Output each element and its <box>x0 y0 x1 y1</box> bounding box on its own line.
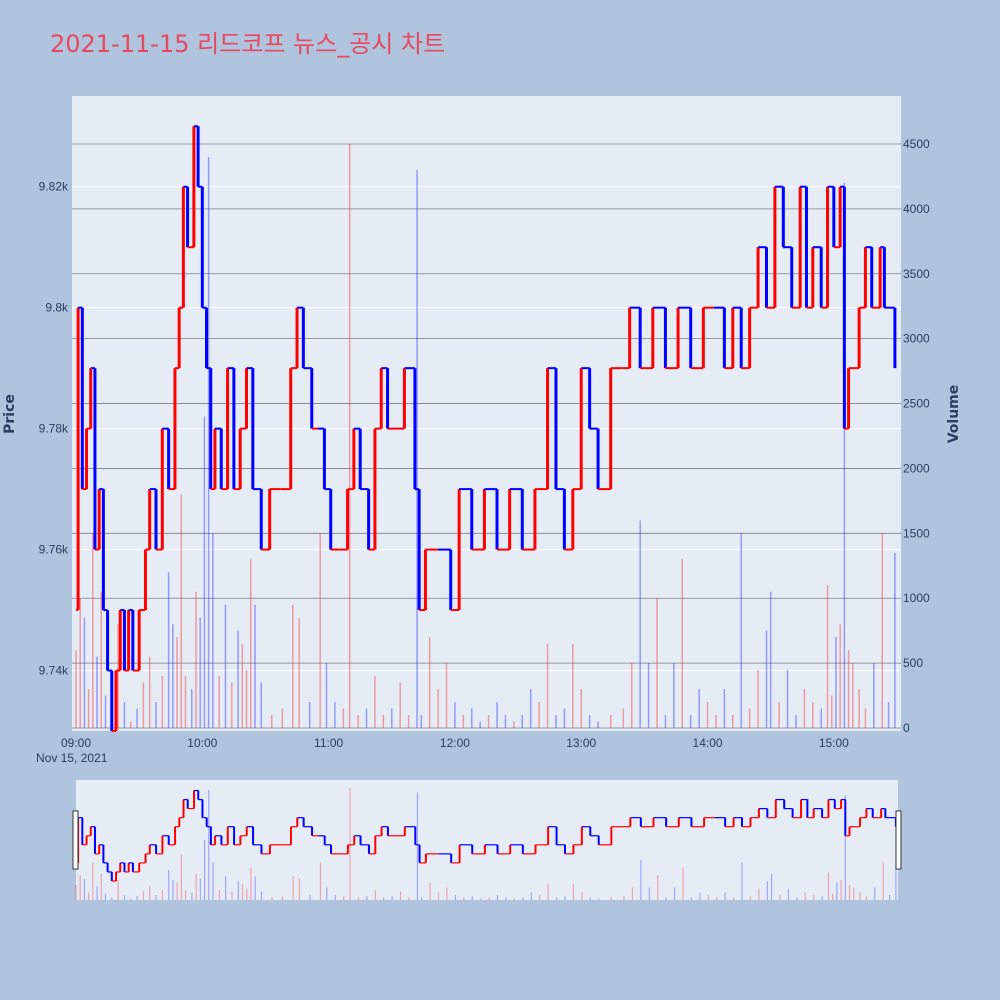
price-tick-label: 9.74k <box>39 664 69 678</box>
x-date-label: Nov 15, 2021 <box>36 751 108 765</box>
price-tick-label: 9.76k <box>39 543 69 557</box>
range-slider-preview <box>75 787 897 900</box>
time-tick-label: 15:00 <box>819 736 849 750</box>
time-tick-label: 14:00 <box>693 736 723 750</box>
volume-tick-label: 4000 <box>903 202 930 216</box>
price-line <box>76 125 897 732</box>
y2-axis-title: Volume <box>946 385 962 444</box>
range-slider-right-handle[interactable] <box>895 810 902 870</box>
volume-tick-label: 0 <box>903 721 910 735</box>
volume-tick-label: 3000 <box>903 332 930 346</box>
volume-tick-label: 2500 <box>903 397 930 411</box>
time-tick-label: 11:00 <box>314 736 343 750</box>
price-tick-label: 9.82k <box>39 180 69 194</box>
time-tick-label: 12:00 <box>440 736 470 750</box>
y-axis-title: Price <box>2 394 18 434</box>
price-tick-label: 9.78k <box>39 422 69 436</box>
volume-tick-label: 3500 <box>903 267 930 281</box>
volume-tick-label: 2000 <box>903 461 930 475</box>
price-tick-label: 9.8k <box>45 301 69 315</box>
volume-tick-label: 1000 <box>903 591 930 605</box>
range-slider-background <box>76 780 898 900</box>
volume-tick-label: 500 <box>903 656 923 670</box>
range-slider-left-handle[interactable] <box>72 810 79 870</box>
time-axis-ticks: 09:00 10:00 11:00 12:00 13:00 14:00 15:00 <box>61 736 849 750</box>
price-axis-ticks: 9.74k 9.76k 9.78k 9.8k 9.82k <box>39 180 69 678</box>
time-tick-label: 10:00 <box>187 736 217 750</box>
volume-tick-label: 4500 <box>903 137 930 151</box>
volume-axis-ticks: 0 500 1000 1500 2000 2500 3000 3500 4000 4500 <box>903 137 930 735</box>
chart-title: 2021-11-15 리드코프 뉴스_공시 차트 <box>50 30 446 58</box>
time-tick-label: 09:00 <box>61 736 91 750</box>
volume-bars <box>75 143 896 728</box>
volume-tick-label: 1500 <box>903 526 930 540</box>
grid-lines <box>72 143 901 729</box>
time-tick-label: 13:00 <box>566 736 596 750</box>
